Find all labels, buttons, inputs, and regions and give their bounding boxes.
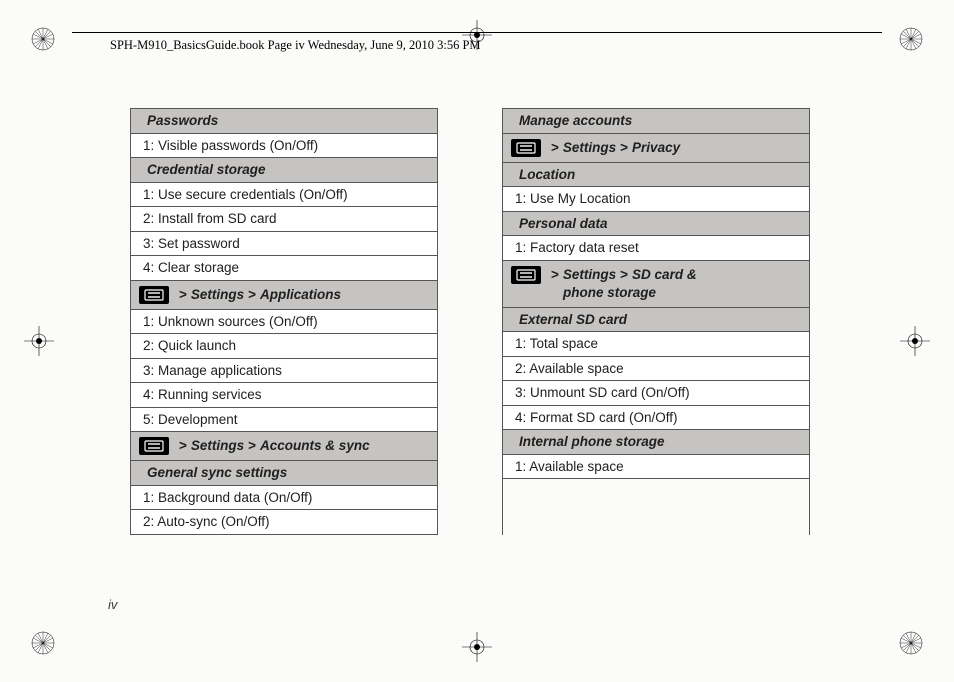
menu-item: 3: Set password (131, 232, 437, 257)
nav-path-header: >Settings>Privacy (503, 134, 809, 163)
menu-icon (511, 139, 541, 157)
menu-icon (139, 286, 169, 304)
menu-item: 2: Install from SD card (131, 207, 437, 232)
reg-mark-right (900, 326, 930, 356)
header-rule (72, 32, 882, 33)
crop-mark-br (898, 630, 924, 656)
crop-mark-tl (30, 26, 56, 52)
content-columns: Passwords1: Visible passwords (On/Off)Cr… (130, 108, 810, 535)
menu-item: 4: Running services (131, 383, 437, 408)
menu-item: 2: Auto-sync (On/Off) (131, 510, 437, 535)
menu-item: 3: Manage applications (131, 359, 437, 384)
page-number: iv (108, 597, 117, 612)
section-header: Manage accounts (503, 109, 809, 134)
menu-item: 1: Factory data reset (503, 236, 809, 261)
nav-path-header: >Settings>Accounts & sync (131, 432, 437, 461)
section-header: Passwords (131, 109, 437, 134)
menu-item: 1: Background data (On/Off) (131, 486, 437, 511)
section-header: Internal phone storage (503, 430, 809, 455)
menu-item: 1: Visible passwords (On/Off) (131, 134, 437, 159)
section-header: Personal data (503, 212, 809, 237)
menu-item: 1: Available space (503, 455, 809, 480)
right-column: Manage accounts>Settings>PrivacyLocation… (502, 108, 810, 535)
nav-path-header: >Settings>SD card &phone storage (503, 261, 809, 308)
section-header: General sync settings (131, 461, 437, 486)
menu-item: 3: Unmount SD card (On/Off) (503, 381, 809, 406)
header-text: SPH-M910_BasicsGuide.book Page iv Wednes… (110, 38, 481, 53)
crop-mark-bl (30, 630, 56, 656)
menu-item: 1: Use secure credentials (On/Off) (131, 183, 437, 208)
menu-item: 4: Clear storage (131, 256, 437, 281)
section-header: Location (503, 163, 809, 188)
reg-mark-bottom (462, 632, 492, 662)
menu-item: 2: Available space (503, 357, 809, 382)
menu-icon (139, 437, 169, 455)
menu-item: 1: Unknown sources (On/Off) (131, 310, 437, 335)
section-header: External SD card (503, 308, 809, 333)
menu-item: 1: Use My Location (503, 187, 809, 212)
reg-mark-left (24, 326, 54, 356)
menu-item: 4: Format SD card (On/Off) (503, 406, 809, 431)
menu-icon (511, 266, 541, 284)
menu-item: 2: Quick launch (131, 334, 437, 359)
section-header: Credential storage (131, 158, 437, 183)
crop-mark-tr (898, 26, 924, 52)
left-column: Passwords1: Visible passwords (On/Off)Cr… (130, 108, 438, 535)
menu-item: 1: Total space (503, 332, 809, 357)
nav-path-header: >Settings>Applications (131, 281, 437, 310)
menu-item: 5: Development (131, 408, 437, 433)
